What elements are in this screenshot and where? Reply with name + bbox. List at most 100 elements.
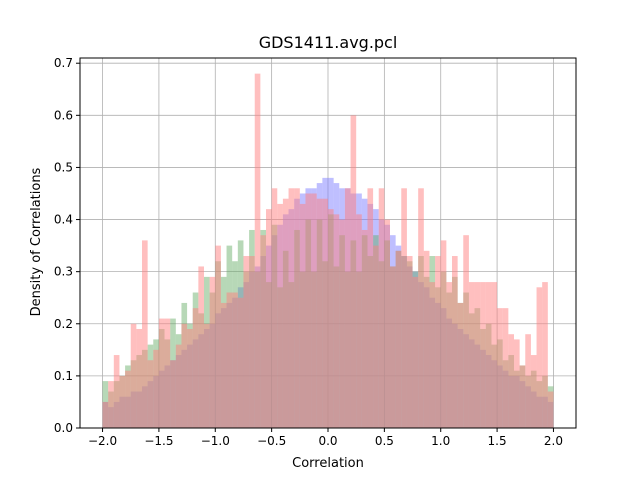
histogram-bar (384, 219, 390, 428)
x-tick-label: 1.0 (431, 434, 450, 448)
histogram-bar (254, 73, 261, 429)
y-tick-label: 0.1 (54, 369, 73, 383)
histogram-bar (530, 355, 537, 428)
histogram-bar (266, 209, 272, 428)
x-tick-label: −1.5 (144, 434, 173, 448)
histogram-bar (491, 282, 498, 428)
y-tick-label: 0.2 (54, 317, 73, 331)
histogram-bar (468, 282, 475, 428)
histogram-bar (525, 334, 531, 428)
y-tick-label: 0.6 (54, 108, 73, 122)
histogram-bar (378, 188, 385, 428)
histogram-bar (480, 282, 486, 428)
histogram-bar (406, 256, 413, 428)
histogram-bar (175, 344, 182, 428)
y-tick-label: 0.0 (54, 421, 73, 435)
histogram-bar (536, 287, 543, 428)
histogram-bar (243, 256, 250, 428)
histogram-bar (452, 256, 458, 428)
histogram-bar (497, 308, 503, 428)
histogram-bar (547, 391, 554, 428)
histogram-bar (418, 188, 424, 428)
y-tick-label: 0.7 (54, 56, 73, 70)
x-tick-label: 0.5 (375, 434, 394, 448)
histogram-bar (344, 188, 351, 428)
histogram-bar (277, 203, 283, 428)
histogram-bar (395, 250, 402, 428)
histogram-bar (305, 193, 312, 428)
histogram-bar (474, 282, 481, 428)
histogram-bar (457, 302, 464, 428)
histogram-bar (519, 365, 526, 428)
histogram-bar (226, 292, 233, 428)
histogram-bar (367, 188, 374, 428)
histogram-bar (108, 381, 114, 428)
histogram-bar (237, 297, 244, 428)
histogram-bar (356, 214, 362, 428)
x-axis-ticks: −2.0 −1.5 −1.0 −0.5 0.0 0.5 1.0 1.5 2.0 (88, 428, 563, 448)
histogram-bar (136, 328, 142, 428)
histogram-bar (361, 229, 368, 428)
histogram-bar (440, 240, 447, 428)
histogram-bar (429, 282, 436, 428)
histogram-bar (390, 266, 396, 428)
histogram-bars (102, 73, 554, 429)
y-axis-label: Density of Correlations (29, 167, 44, 316)
histogram-bar (502, 308, 509, 428)
histogram-bar (170, 360, 176, 428)
histogram-bar (435, 256, 441, 428)
histogram-bar (130, 323, 137, 428)
y-axis-ticks: 0.0 0.1 0.2 0.3 0.4 0.5 0.6 0.7 (54, 56, 80, 435)
histogram-bar (446, 282, 452, 428)
histogram-bar (232, 292, 238, 428)
histogram-bar (204, 323, 210, 428)
histogram-bar (514, 339, 520, 428)
histogram-bar (125, 370, 131, 428)
histogram-bar (198, 266, 204, 428)
histogram-bar (215, 245, 221, 428)
y-tick-label: 0.3 (54, 265, 73, 279)
x-tick-label: −1.0 (201, 434, 230, 448)
histogram-bar (113, 355, 120, 428)
histogram-bar (316, 198, 323, 428)
histogram-bar (119, 375, 126, 428)
x-tick-label: −0.5 (257, 434, 286, 448)
histogram-bar (328, 209, 334, 428)
histogram-bar (147, 360, 154, 428)
histogram-bar (423, 250, 430, 428)
histogram-bar (299, 203, 306, 428)
histogram-bar (158, 318, 165, 428)
histogram-bar (209, 276, 216, 428)
histogram-bar (282, 198, 289, 428)
histogram-bar (333, 214, 340, 428)
histogram-bar (542, 282, 548, 428)
y-tick-label: 0.5 (54, 160, 73, 174)
histogram-bar (412, 276, 419, 428)
histogram-bar (249, 256, 255, 428)
histogram-bar (288, 188, 295, 428)
histogram-bar (463, 235, 469, 428)
histogram-bar (294, 188, 300, 428)
histogram-bar (192, 308, 199, 428)
histogram-bar (485, 282, 492, 428)
histogram-bar (153, 349, 159, 428)
chart-title: GDS1411.avg.pcl (259, 33, 398, 52)
histogram-bar (220, 302, 227, 428)
histogram-bar (102, 401, 109, 428)
y-tick-label: 0.4 (54, 213, 73, 227)
x-tick-label: −2.0 (88, 434, 117, 448)
series-3 (102, 73, 554, 429)
histogram-bar (181, 323, 188, 428)
histogram-bar (260, 235, 266, 428)
histogram-bar (350, 115, 357, 428)
x-axis-label: Correlation (292, 456, 364, 471)
histogram-bar (164, 318, 171, 428)
histogram-bar (142, 240, 148, 428)
x-tick-label: 0.0 (318, 434, 337, 448)
histogram-bar (271, 188, 278, 428)
histogram-bar (187, 328, 193, 428)
histogram-bar (401, 188, 407, 428)
histogram-bar (322, 198, 328, 428)
